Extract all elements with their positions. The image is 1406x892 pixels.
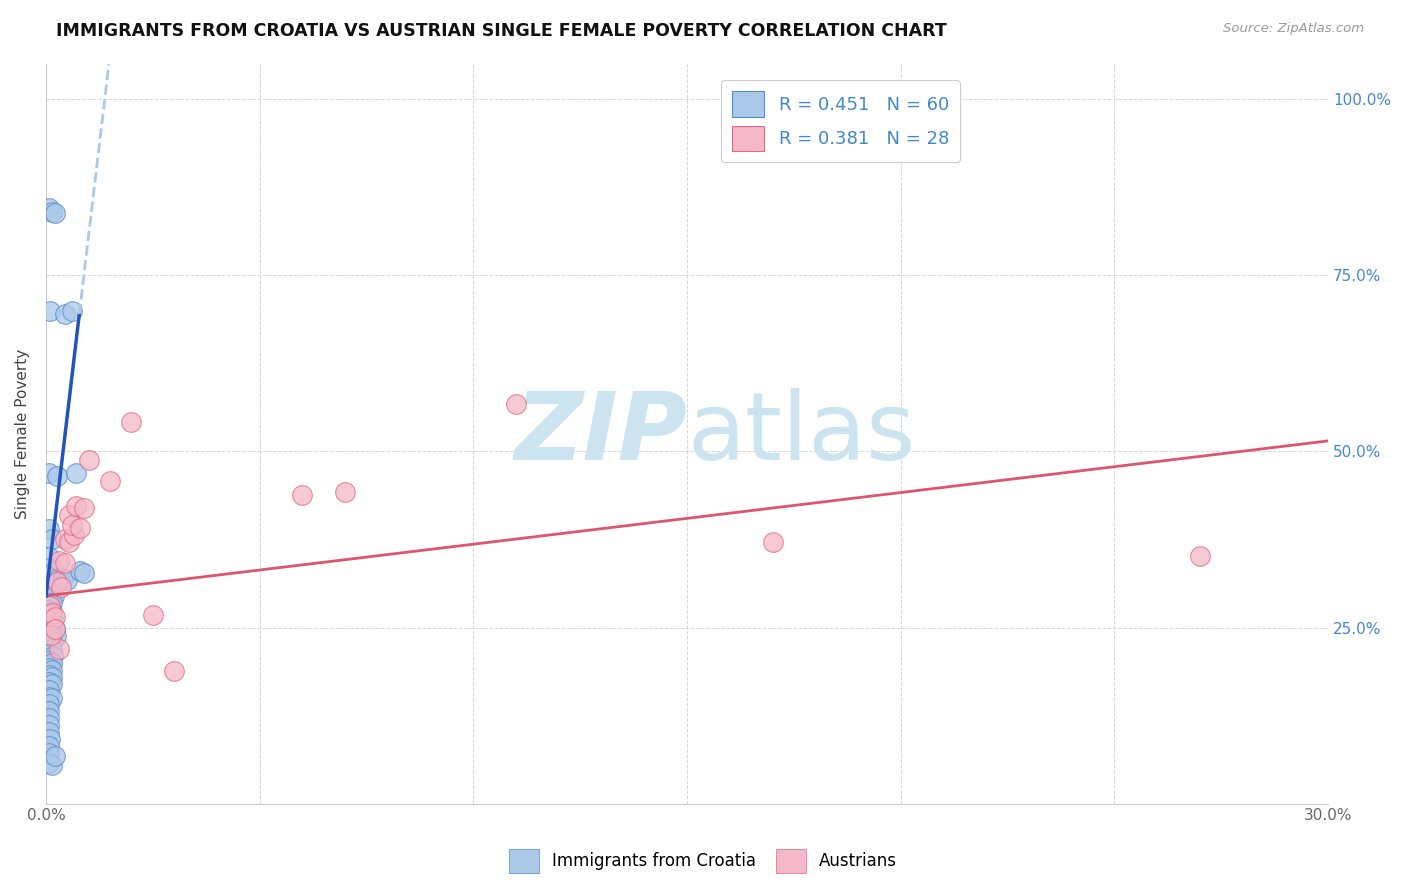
Point [41, 677, 63, 691]
Point [38, 640, 60, 655]
Point [41, 656, 63, 670]
Point [38, 704, 60, 718]
Point [41, 670, 63, 684]
Point [38, 724, 60, 739]
Point [38, 589, 60, 603]
Point [42, 589, 65, 603]
Point [69, 564, 91, 578]
Point [44, 622, 66, 636]
Point [41, 641, 63, 656]
Point [39, 303, 62, 318]
Point [60, 518, 83, 533]
Point [45, 469, 67, 483]
Point [48, 571, 70, 585]
Point [38, 626, 60, 640]
Point [65, 500, 87, 514]
Point [45, 629, 67, 643]
Point [45, 574, 67, 589]
Point [38, 675, 60, 690]
Point [38, 697, 60, 711]
Point [60, 303, 83, 318]
Point [73, 500, 96, 515]
Point [38, 202, 60, 216]
Point [38, 648, 60, 662]
Point [38, 661, 60, 675]
Point [41, 627, 63, 641]
Y-axis label: Single Female Poverty: Single Female Poverty [15, 349, 30, 519]
Point [53, 556, 76, 570]
Point [44, 206, 66, 220]
Point [65, 466, 87, 480]
Point [38, 690, 60, 704]
Point [163, 664, 186, 678]
Point [44, 610, 66, 624]
Point [38, 522, 60, 536]
Point [73, 566, 96, 580]
Point [53, 533, 76, 547]
Point [56, 573, 79, 587]
Point [42, 648, 65, 663]
Point [38, 746, 60, 760]
Point [44, 622, 66, 636]
Point [38, 550, 60, 565]
Point [38, 756, 60, 770]
Point [52, 571, 75, 585]
Point [77, 453, 100, 467]
Point [505, 396, 527, 410]
Point [58, 508, 80, 522]
Point [291, 488, 314, 502]
Point [38, 612, 60, 626]
Point [41, 607, 63, 621]
Point [333, 485, 356, 500]
Point [41, 634, 63, 648]
Point [42, 614, 65, 628]
Point [49, 580, 72, 594]
Point [38, 603, 60, 617]
Point [38, 633, 60, 648]
Point [41, 533, 63, 547]
Point [41, 663, 63, 677]
Point [41, 205, 63, 219]
Point [38, 682, 60, 697]
Point [48, 641, 70, 656]
Point [44, 748, 66, 763]
Text: IMMIGRANTS FROM CROATIA VS AUSTRIAN SINGLE FEMALE POVERTY CORRELATION CHART: IMMIGRANTS FROM CROATIA VS AUSTRIAN SING… [56, 22, 948, 40]
Text: atlas: atlas [688, 388, 915, 480]
Point [39, 599, 62, 614]
Point [41, 757, 63, 772]
Point [41, 690, 63, 705]
Point [38, 466, 60, 480]
Point [38, 619, 60, 633]
Point [38, 717, 60, 731]
Point [41, 621, 63, 635]
Point [142, 607, 165, 622]
Point [38, 560, 60, 574]
Point [53, 307, 76, 321]
Point [38, 668, 60, 682]
Point [41, 605, 63, 619]
Point [39, 627, 62, 641]
Point [41, 596, 63, 610]
Point [1188, 549, 1211, 563]
Point [38, 739, 60, 753]
Point [120, 415, 142, 429]
Point [69, 520, 91, 534]
Point [38, 654, 60, 668]
Text: Source: ZipAtlas.com: Source: ZipAtlas.com [1223, 22, 1364, 36]
Point [42, 564, 65, 578]
Point [38, 578, 60, 592]
Point [38, 596, 60, 610]
Point [58, 534, 80, 549]
Point [48, 553, 70, 567]
Point [761, 534, 783, 549]
Point [62, 527, 84, 541]
Point [38, 711, 60, 725]
Legend: R = 0.451   N = 60, R = 0.381   N = 28: R = 0.451 N = 60, R = 0.381 N = 28 [721, 80, 960, 162]
Legend: Immigrants from Croatia, Austrians: Immigrants from Croatia, Austrians [502, 842, 904, 880]
Point [98, 474, 121, 488]
Text: ZIP: ZIP [515, 388, 688, 480]
Point [39, 731, 62, 746]
